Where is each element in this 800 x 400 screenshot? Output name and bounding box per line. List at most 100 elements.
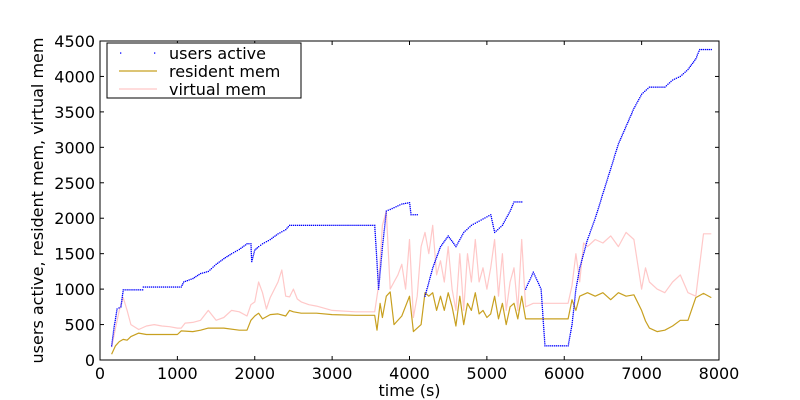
data-point xyxy=(150,286,152,288)
data-point xyxy=(521,201,523,203)
data-point xyxy=(181,284,183,286)
data-point xyxy=(200,272,202,275)
data-point xyxy=(433,263,435,265)
data-point xyxy=(708,48,710,51)
data-point xyxy=(541,296,543,298)
data-point xyxy=(493,227,495,230)
data-point xyxy=(381,252,383,254)
data-point xyxy=(224,257,226,259)
data-point xyxy=(381,254,383,256)
data-point xyxy=(258,246,260,248)
data-point xyxy=(326,224,328,226)
data-point xyxy=(218,261,220,263)
data-point xyxy=(472,223,474,225)
data-point xyxy=(265,241,268,243)
data-point xyxy=(565,345,567,347)
data-point xyxy=(690,64,693,66)
data-point xyxy=(604,185,606,187)
data-point xyxy=(577,276,579,279)
data-point xyxy=(497,229,499,231)
data-point xyxy=(532,271,534,273)
data-point xyxy=(342,224,344,226)
data-point xyxy=(250,249,252,251)
y-tick-label: 3000 xyxy=(54,138,95,157)
data-point xyxy=(543,335,545,337)
data-point xyxy=(166,286,168,288)
data-point xyxy=(675,77,678,79)
data-point xyxy=(592,223,594,225)
data-point xyxy=(598,206,600,208)
data-point xyxy=(572,314,574,316)
data-point xyxy=(304,224,307,226)
data-point xyxy=(613,158,615,160)
data-point xyxy=(541,304,543,306)
data-point xyxy=(389,208,391,211)
data-point xyxy=(215,263,217,265)
y-axis-label: users active, resident mem, virtual mem xyxy=(28,38,47,364)
data-point xyxy=(384,226,386,228)
data-point xyxy=(467,227,469,229)
data-point xyxy=(581,259,583,261)
data-point xyxy=(554,345,556,347)
data-point xyxy=(531,273,534,275)
data-point xyxy=(374,230,376,232)
data-point xyxy=(541,302,543,304)
data-point xyxy=(544,343,546,345)
data-point xyxy=(310,224,312,226)
data-point xyxy=(621,134,623,136)
data-point xyxy=(114,321,116,324)
data-point xyxy=(113,325,115,327)
series-group xyxy=(111,48,712,355)
data-point xyxy=(253,251,255,253)
data-point xyxy=(209,269,211,271)
data-point xyxy=(576,284,578,286)
data-point xyxy=(437,253,439,255)
data-point xyxy=(358,224,360,226)
data-point xyxy=(207,270,209,273)
data-point xyxy=(375,246,377,248)
data-point xyxy=(376,270,379,272)
data-point xyxy=(571,325,573,328)
data-point xyxy=(685,70,688,72)
data-point xyxy=(585,244,587,246)
data-point xyxy=(380,258,382,260)
data-point xyxy=(375,250,377,252)
y-tick-label: 500 xyxy=(64,316,95,335)
data-point xyxy=(580,261,582,263)
data-point xyxy=(193,276,196,279)
data-point xyxy=(414,214,416,216)
data-point xyxy=(162,286,164,288)
data-point xyxy=(205,271,208,273)
data-point xyxy=(244,244,247,246)
data-point xyxy=(443,241,445,243)
data-point xyxy=(338,224,340,226)
data-point xyxy=(463,231,465,234)
data-point xyxy=(377,278,379,280)
data-point xyxy=(378,278,381,280)
data-point xyxy=(584,246,587,248)
data-point xyxy=(410,212,412,214)
data-point xyxy=(541,306,543,308)
data-point xyxy=(627,120,630,122)
data-point xyxy=(378,286,380,288)
data-point xyxy=(436,256,438,258)
data-point xyxy=(121,294,124,297)
data-point xyxy=(379,268,382,270)
data-point xyxy=(429,278,431,280)
data-point xyxy=(376,260,378,262)
data-point xyxy=(469,226,471,228)
data-point xyxy=(698,50,700,52)
data-point xyxy=(515,201,517,203)
data-point xyxy=(616,147,618,149)
data-point xyxy=(250,251,252,253)
data-point xyxy=(571,322,573,324)
data-point xyxy=(380,264,382,266)
data-point xyxy=(243,245,245,247)
x-axis-label: time (s) xyxy=(378,381,440,400)
data-point xyxy=(587,237,589,239)
data-point xyxy=(561,345,563,347)
data-point xyxy=(384,224,386,226)
data-point xyxy=(640,95,642,97)
data-point xyxy=(555,345,558,347)
data-point xyxy=(120,304,122,306)
